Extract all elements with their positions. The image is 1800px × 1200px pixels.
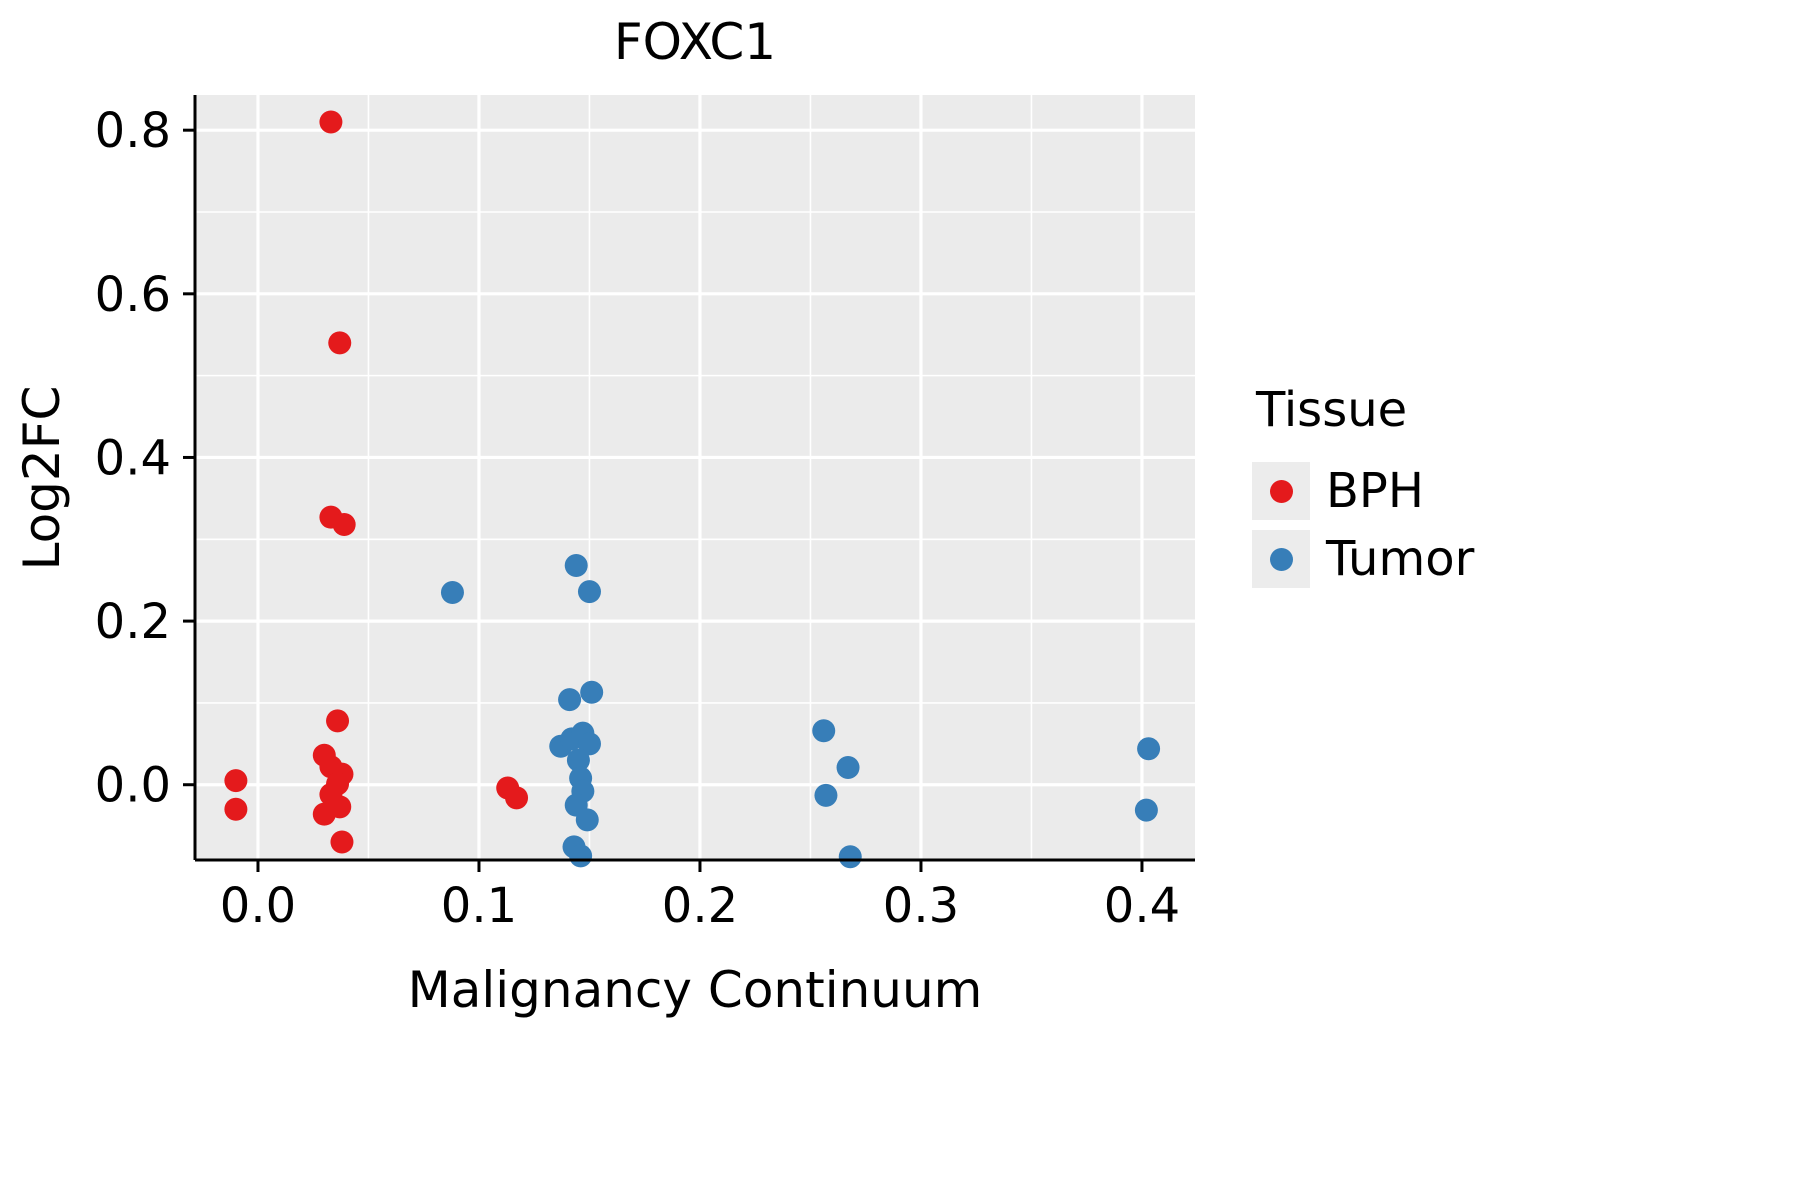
data-point-tumor [566, 748, 590, 772]
data-point-bph [332, 513, 356, 537]
data-point-bph [505, 786, 529, 810]
bph-marker-icon [1269, 479, 1293, 503]
legend-item-bph: BPH [1252, 462, 1474, 520]
data-point-tumor [558, 688, 582, 712]
legend-label-bph: BPH [1326, 463, 1424, 519]
data-point-tumor [1134, 798, 1158, 822]
data-point-bph [326, 709, 350, 733]
legend-item-tumor: Tumor [1252, 530, 1474, 588]
data-point-tumor [812, 719, 836, 743]
x-tick-label: 0.4 [1104, 878, 1180, 934]
y-tick-label: 0.0 [95, 758, 171, 814]
x-tick-label: 0.0 [220, 878, 296, 934]
data-point-tumor [575, 808, 599, 832]
data-point-tumor [577, 732, 601, 756]
legend-key-bph [1252, 462, 1310, 520]
data-point-tumor [580, 680, 604, 704]
data-point-bph [312, 802, 336, 826]
panel-background [195, 95, 1195, 860]
data-point-tumor [577, 580, 601, 604]
data-point-tumor [814, 783, 838, 807]
data-point-bph [224, 769, 248, 793]
x-tick-label: 0.1 [441, 878, 517, 934]
y-tick-label: 0.8 [95, 103, 171, 159]
tumor-marker-icon [1269, 547, 1293, 571]
data-point-tumor [564, 553, 588, 577]
y-tick-label: 0.6 [95, 267, 171, 323]
data-point-tumor [1137, 737, 1161, 761]
y-tick-label: 0.4 [95, 430, 171, 486]
legend-key-tumor [1252, 530, 1310, 588]
data-point-bph [224, 797, 248, 821]
data-point-bph [319, 110, 343, 134]
x-axis-label: Malignancy Continuum [407, 961, 983, 1019]
data-point-tumor [440, 580, 464, 604]
data-point-bph [330, 830, 354, 854]
legend-label-tumor: Tumor [1326, 531, 1475, 587]
x-tick-label: 0.2 [662, 878, 738, 934]
data-point-tumor [569, 844, 593, 868]
x-tick-label: 0.3 [883, 878, 959, 934]
legend-title: Tissue [1256, 382, 1408, 438]
chart-title: FOXC1 [613, 13, 777, 71]
data-point-tumor [836, 756, 860, 780]
y-tick-label: 0.2 [95, 594, 171, 650]
data-point-tumor [838, 845, 862, 869]
legend: Tissue BPH Tumor [1252, 382, 1474, 588]
data-point-bph [328, 331, 352, 355]
